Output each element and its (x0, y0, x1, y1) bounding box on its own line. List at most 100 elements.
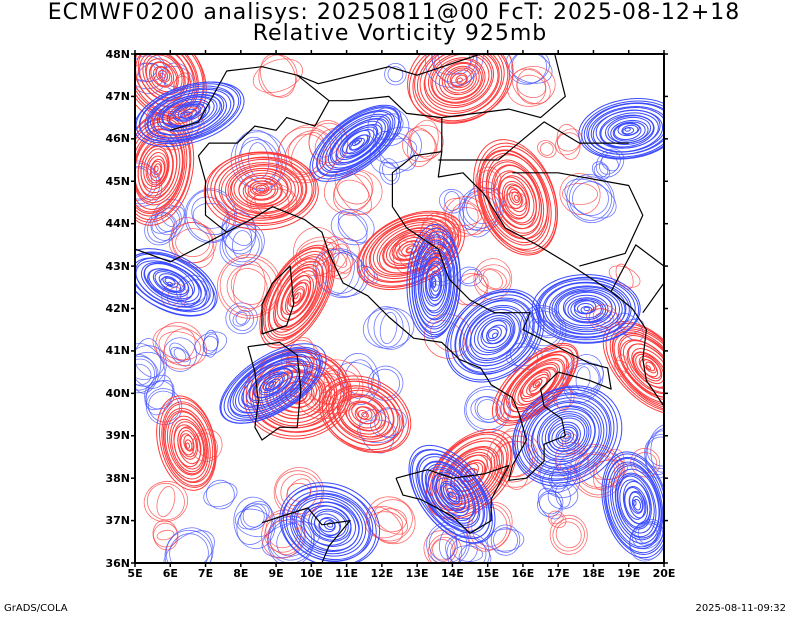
contour-line (505, 346, 543, 367)
contour-line (511, 191, 520, 204)
contour-line (568, 176, 613, 221)
contour-line (280, 275, 314, 320)
contour-line (409, 448, 493, 544)
contour-line (610, 119, 649, 144)
contour-line (333, 173, 373, 211)
contour-line (493, 170, 537, 230)
contour-line (265, 378, 281, 391)
contour-line (398, 240, 420, 257)
austria-border-line (296, 54, 566, 119)
contour-line (555, 521, 582, 549)
contour-line (238, 139, 280, 182)
map-title-line2: Relative Vorticity 925mb (252, 21, 548, 46)
contour-line (238, 175, 283, 206)
contour-line (273, 263, 321, 329)
contour-line (419, 54, 500, 114)
contour-line (491, 164, 542, 234)
contour-line (469, 311, 520, 360)
contour-line (537, 487, 563, 520)
contour-line (441, 62, 480, 96)
contour-line (431, 57, 486, 103)
contour-line (562, 182, 598, 206)
contour-line (650, 430, 664, 473)
contour-line (227, 350, 320, 420)
contour-line (150, 160, 163, 178)
contour-line (532, 378, 543, 389)
contour-line (629, 491, 644, 514)
contour-line (166, 411, 208, 476)
lat-tick-label: 47N (105, 89, 130, 103)
contour-line (140, 261, 202, 305)
contour-line (173, 424, 201, 468)
contour-line (225, 163, 303, 217)
lon-tick-label: 18E (582, 567, 605, 580)
contour-line (337, 179, 370, 205)
contour-line (580, 306, 593, 314)
vorticity-positive-feature (259, 244, 336, 349)
contour-line (451, 72, 468, 87)
contour-line (473, 258, 513, 301)
contour-line (265, 513, 301, 555)
contour-line (525, 400, 605, 473)
contour-line (361, 412, 368, 418)
lat-tick-label: 41N (105, 344, 130, 358)
contour-line (567, 297, 607, 323)
contour-line (612, 121, 646, 142)
contour-line (632, 351, 664, 388)
contour-line (135, 81, 242, 145)
contour-line (456, 77, 463, 83)
contour-line (538, 411, 592, 460)
contour-line (379, 311, 398, 345)
contour-line (146, 88, 232, 139)
contour-line (351, 137, 363, 146)
contour-line (557, 429, 575, 445)
contour-line (570, 298, 604, 321)
contour-line (408, 127, 438, 160)
coastlines-borders (135, 54, 664, 563)
contour-line (411, 234, 459, 333)
contour-line (439, 188, 466, 214)
contour-line (230, 168, 292, 210)
contour-line (551, 424, 579, 450)
contour-line (144, 263, 195, 300)
contour-line (158, 331, 202, 361)
contour-line (583, 102, 664, 158)
contour-line (599, 112, 659, 149)
contour-line (341, 129, 375, 157)
contour-line (284, 279, 311, 315)
contour-line (152, 269, 189, 296)
sardinia-line (247, 341, 302, 441)
contour-line (312, 106, 400, 180)
contour-line (229, 353, 313, 416)
contour-line (632, 499, 637, 506)
contour-line (485, 154, 548, 240)
contour-line (482, 269, 503, 290)
contour-line (446, 532, 490, 563)
contour-line (337, 393, 390, 438)
contour-line (143, 148, 169, 188)
lat-tick-label: 44N (105, 217, 130, 231)
contour-line (462, 305, 528, 367)
contour-line (152, 519, 179, 551)
contour-line (481, 320, 508, 345)
contour-line (473, 139, 559, 256)
contour-line (466, 309, 522, 362)
contour-line (551, 286, 623, 333)
contour-line (135, 345, 167, 387)
contour-line (623, 485, 649, 525)
contour-line (457, 460, 486, 488)
contour-line (183, 434, 195, 452)
contour-line (135, 54, 198, 114)
bosnia-border-line (512, 172, 644, 267)
slovenia-croatia-border-line (438, 121, 629, 161)
contour-line (309, 104, 402, 182)
contour-line (357, 409, 369, 420)
contour-line (408, 54, 510, 124)
contour-line (534, 381, 541, 387)
contour-line (451, 202, 479, 231)
contour-line (323, 520, 336, 531)
contour-line (194, 331, 228, 356)
contour-line (339, 126, 378, 158)
lat-tick-label: 48N (105, 47, 130, 61)
contour-line (248, 367, 294, 402)
